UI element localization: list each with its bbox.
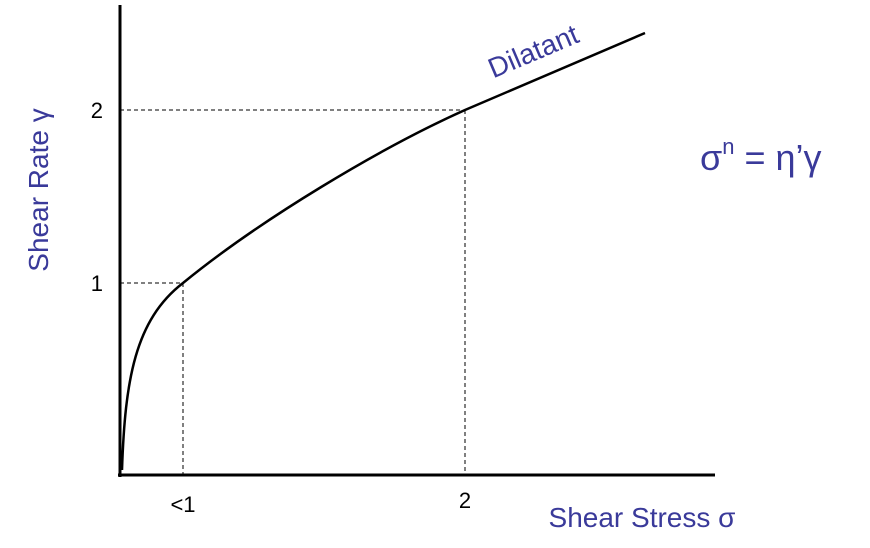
equation-rest: = η’γ — [734, 137, 821, 178]
equation: σn = η’γ — [700, 134, 822, 178]
dilatant-curve — [120, 31, 646, 471]
curve-label: Dilatant — [484, 18, 584, 84]
guide-lines — [120, 109, 466, 475]
equation-exponent: n — [722, 134, 734, 159]
y-axis-label: Shear Rate γ — [23, 108, 54, 271]
y-tick-label: 2 — [91, 98, 103, 123]
x-tick-label: 2 — [459, 488, 471, 513]
x-tick-label: <1 — [170, 492, 195, 517]
x-axis-label: Shear Stress σ — [549, 502, 736, 533]
equation-base: σ — [700, 137, 722, 178]
y-tick-label: 1 — [91, 271, 103, 296]
